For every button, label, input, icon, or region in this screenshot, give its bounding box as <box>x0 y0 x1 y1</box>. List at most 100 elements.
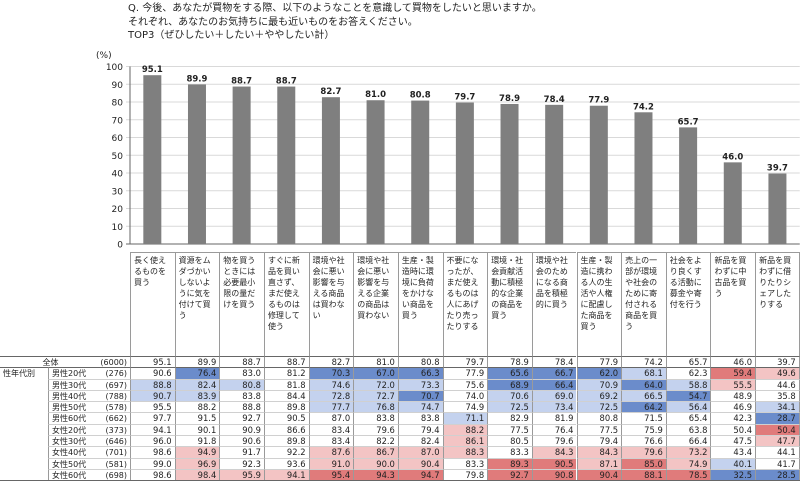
table-cell: 82.9 <box>487 412 532 424</box>
y-tick-label: 90 <box>112 81 124 91</box>
row-label: 女性40代 <box>48 446 98 458</box>
table-cell: 47.5 <box>710 434 756 447</box>
y-tick-label: 40 <box>112 170 124 180</box>
table-cell: 84.3 <box>531 446 577 458</box>
table-cell: 89.9 <box>174 356 220 368</box>
y-tick-label: 60 <box>112 134 124 144</box>
table-cell: 55.5 <box>710 378 756 390</box>
table-cell: 95.1 <box>130 356 175 368</box>
table-cell: 68.1 <box>621 367 666 379</box>
table-cell: 73.4 <box>531 401 577 413</box>
table-cell: 66.3 <box>397 367 443 379</box>
table-cell: 74.2 <box>621 356 666 368</box>
table-cell: 78.9 <box>487 356 532 368</box>
table-cell: 82.7 <box>308 356 354 368</box>
row-label: 男性30代 <box>48 378 98 390</box>
row-label: 男性40代 <box>48 389 98 402</box>
bar <box>455 102 474 244</box>
table-cell: 74.6 <box>308 378 354 390</box>
table-cell: 49.6 <box>755 367 800 379</box>
question-line-3: TOP3（ぜひしたい＋したい＋ややしたい計） <box>128 30 335 41</box>
category-label: 生産・製造時に環境に負荷をかけない商品を買う <box>397 252 443 356</box>
table-cell: 56.4 <box>665 401 711 413</box>
row-label: 男性20代 <box>48 367 98 379</box>
table-cell: 39.7 <box>755 356 800 368</box>
row-sample-size: (6000) <box>98 356 130 367</box>
table-cell: 96.9 <box>174 457 220 469</box>
table-cell: 86.6 <box>263 423 309 435</box>
table-cell: 74.9 <box>665 457 711 469</box>
bar <box>679 127 698 244</box>
table-cell: 72.7 <box>353 389 398 402</box>
table-cell: 81.0 <box>353 356 398 368</box>
table-cell: 79.7 <box>442 356 488 368</box>
table-cell: 43.4 <box>710 446 756 458</box>
table-cell: 69.0 <box>531 389 577 402</box>
table-cell: 88.7 <box>263 356 309 368</box>
table-cell: 44.1 <box>755 446 800 458</box>
table-cell: 54.7 <box>665 389 711 402</box>
table-cell: 77.5 <box>487 423 532 435</box>
table-cell: 82.4 <box>174 378 220 390</box>
bar <box>500 103 519 244</box>
table-cell: 86.1 <box>442 434 488 447</box>
table-cell: 88.8 <box>219 401 264 413</box>
table-cell: 73.2 <box>665 446 711 458</box>
table-cell: 94.7 <box>397 468 443 481</box>
category-label: 不要になったが、まだ使えるものは人にあげたり売ったりする <box>442 252 488 356</box>
row-label: 女性20代 <box>48 423 98 435</box>
table-cell: 69.2 <box>576 389 622 402</box>
table-cell: 74.9 <box>442 401 488 413</box>
table-cell: 66.5 <box>621 389 666 402</box>
table-cell: 87.6 <box>308 446 354 458</box>
table-cell: 65.6 <box>487 367 532 379</box>
table-cell: 79.4 <box>576 434 622 447</box>
table-cell: 87.1 <box>576 457 622 469</box>
row-sample-size: (373) <box>98 423 130 435</box>
table-cell: 89.8 <box>263 434 309 447</box>
table-cell: 88.1 <box>621 468 666 481</box>
table-cell: 46.0 <box>710 356 756 368</box>
table-cell: 83.4 <box>308 423 354 435</box>
bar <box>723 162 742 244</box>
table-cell: 89.8 <box>263 401 309 413</box>
row-label: 全体 <box>0 356 98 367</box>
table-cell: 83.9 <box>174 389 220 402</box>
table-cell: 90.7 <box>130 389 175 402</box>
table-cell: 71.1 <box>442 412 488 424</box>
row-sample-size: (276) <box>98 367 130 378</box>
table-cell: 88.2 <box>442 423 488 435</box>
table-cell: 88.8 <box>130 378 175 390</box>
row-sample-size: (697) <box>98 378 130 390</box>
data-label: 80.8 <box>410 91 431 101</box>
table-cell: 64.0 <box>621 378 666 390</box>
table-cell: 94.3 <box>353 468 398 481</box>
table-cell: 66.4 <box>531 378 577 390</box>
table-cell: 77.7 <box>308 401 354 413</box>
row-sample-size: (578) <box>98 401 130 412</box>
category-label: 生産・製造に携わる人の生活や人権に配慮した商品を買う <box>576 252 622 356</box>
table-cell: 88.2 <box>174 401 220 413</box>
table-cell: 81.8 <box>263 378 309 390</box>
data-label: 65.7 <box>678 117 699 127</box>
bar <box>768 173 787 244</box>
table-cell: 67.0 <box>353 367 398 379</box>
table-cell: 80.8 <box>397 356 443 368</box>
table-cell: 80.8 <box>219 378 264 390</box>
bar <box>187 84 206 245</box>
table-cell: 70.7 <box>397 389 443 402</box>
table-cell: 88.7 <box>219 356 264 368</box>
table-cell: 66.4 <box>665 434 711 447</box>
table-cell: 75.6 <box>442 378 488 390</box>
table-cell: 70.6 <box>487 389 532 402</box>
bar <box>545 104 564 244</box>
table-cell: 85.0 <box>621 457 666 469</box>
category-label: 売上の一部が環境や社会のために寄付される商品を買う <box>621 252 666 356</box>
table-cell: 97.7 <box>130 412 175 424</box>
table-cell: 91.7 <box>219 446 264 458</box>
table-cell: 98.4 <box>174 468 220 481</box>
bar <box>411 100 430 244</box>
table-cell: 94.9 <box>174 446 220 458</box>
table-cell: 72.5 <box>576 401 622 413</box>
data-label: 39.7 <box>767 164 788 174</box>
